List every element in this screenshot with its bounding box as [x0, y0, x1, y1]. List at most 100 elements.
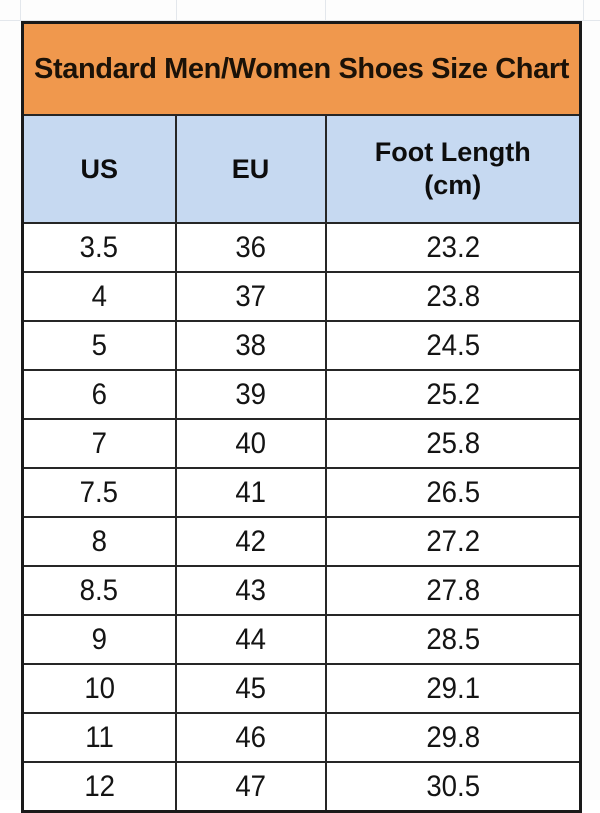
cell-foot-length: 24.5: [324, 320, 582, 371]
cell-us: 3.5: [21, 222, 177, 273]
spreadsheet-gridline-horizontal: [0, 20, 600, 21]
cell-us-value: 5: [91, 328, 107, 362]
cell-us-value: 4: [91, 279, 107, 313]
cell-foot-length: 23.2: [324, 222, 582, 273]
page-title: Standard Men/Women Shoes Size Chart: [34, 52, 569, 85]
cell-foot-length-value: 23.8: [425, 279, 480, 313]
table-row: 12 47 30.5: [21, 761, 582, 813]
cell-us-value: 12: [83, 769, 115, 803]
cell-us: 4: [21, 271, 177, 322]
cell-eu-value: 42: [235, 524, 266, 558]
spreadsheet-gridline-vertical: [583, 0, 584, 21]
cell-eu-value: 47: [235, 769, 266, 803]
cell-foot-length: 29.1: [324, 663, 582, 714]
chart-title-cell: Standard Men/Women Shoes Size Chart: [22, 22, 581, 116]
table-row: 7 40 25.8: [21, 418, 582, 469]
cell-foot-length: 26.5: [324, 467, 582, 518]
cell-eu-value: 40: [235, 426, 266, 460]
column-header-eu: EU: [174, 114, 327, 224]
column-header-foot-length-label: Foot Length: [374, 137, 531, 168]
cell-eu-value: 44: [235, 622, 266, 656]
cell-foot-length-value: 29.8: [425, 720, 480, 754]
cell-us: 7.5: [21, 467, 177, 518]
table-row: 5 38 24.5: [21, 320, 582, 371]
cell-us: 11: [21, 712, 177, 763]
column-header-foot-length-unit: (cm): [424, 170, 482, 200]
cell-foot-length-value: 25.2: [425, 377, 480, 411]
cell-eu-value: 45: [235, 671, 266, 705]
cell-us: 5: [21, 320, 177, 371]
cell-eu: 38: [174, 320, 327, 371]
cell-eu-value: 36: [235, 230, 266, 264]
cell-eu: 41: [174, 467, 327, 518]
cell-eu: 39: [174, 369, 327, 420]
cell-eu-value: 38: [235, 328, 266, 362]
size-chart-container: Standard Men/Women Shoes Size Chart US E…: [21, 21, 583, 813]
column-header-us-label: US: [80, 153, 118, 184]
cell-us-value: 9: [91, 622, 107, 656]
table-row: 8 42 27.2: [21, 516, 582, 567]
column-header-foot-length: Foot Length (cm): [324, 114, 582, 224]
cell-eu: 47: [174, 761, 327, 813]
cell-eu-value: 39: [235, 377, 266, 411]
cell-eu-value: 43: [235, 573, 266, 607]
cell-eu: 43: [174, 565, 327, 616]
cell-foot-length-value: 30.5: [425, 769, 480, 803]
cell-us-value: 10: [83, 671, 115, 705]
chart-title-row: Standard Men/Women Shoes Size Chart: [22, 22, 581, 116]
cell-foot-length: 29.8: [324, 712, 582, 763]
cell-eu-value: 46: [235, 720, 266, 754]
cell-us: 9: [21, 614, 177, 665]
cell-foot-length-value: 26.5: [425, 475, 480, 509]
spreadsheet-gridline-vertical: [176, 0, 177, 21]
cell-us: 12: [21, 761, 177, 813]
cell-foot-length-value: 28.5: [425, 622, 480, 656]
cell-us-value: 8: [91, 524, 107, 558]
column-header-eu-label: EU: [231, 153, 270, 184]
cell-eu: 44: [174, 614, 327, 665]
table-row: 10 45 29.1: [21, 663, 582, 714]
table-row: 11 46 29.8: [21, 712, 582, 763]
cell-eu: 37: [174, 271, 327, 322]
cell-foot-length: 30.5: [324, 761, 582, 813]
cell-us: 6: [21, 369, 177, 420]
cell-foot-length: 27.8: [324, 565, 582, 616]
cell-foot-length-value: 23.2: [425, 230, 480, 264]
table-row: 6 39 25.2: [21, 369, 582, 420]
column-header-foot-length-group: Foot Length (cm): [327, 137, 580, 202]
cell-eu: 46: [174, 712, 327, 763]
cell-foot-length: 28.5: [324, 614, 582, 665]
cell-us-value: 7.5: [80, 475, 119, 509]
column-header-us: US: [21, 114, 177, 224]
cell-us: 8.5: [21, 565, 177, 616]
cell-foot-length: 25.8: [324, 418, 582, 469]
cell-foot-length: 23.8: [324, 271, 582, 322]
cell-foot-length-value: 27.8: [425, 573, 480, 607]
cell-us: 7: [21, 418, 177, 469]
cell-foot-length-value: 27.2: [425, 524, 480, 558]
spreadsheet-gridline-vertical: [20, 0, 21, 21]
cell-us-value: 8.5: [80, 573, 119, 607]
cell-foot-length: 27.2: [324, 516, 582, 567]
cell-eu: 36: [174, 222, 327, 273]
cell-us-value: 3.5: [80, 230, 119, 264]
shoe-size-table: Standard Men/Women Shoes Size Chart US E…: [21, 21, 583, 813]
cell-eu: 42: [174, 516, 327, 567]
cell-eu-value: 41: [235, 475, 266, 509]
cell-eu: 45: [174, 663, 327, 714]
table-row: 8.5 43 27.8: [21, 565, 582, 616]
table-row: 4 37 23.8: [21, 271, 582, 322]
cell-us: 10: [21, 663, 177, 714]
table-row: 9 44 28.5: [21, 614, 582, 665]
cell-us-value: 6: [91, 377, 107, 411]
spreadsheet-gridline-vertical: [325, 0, 326, 21]
cell-eu-value: 37: [235, 279, 266, 313]
cell-us-value: 11: [84, 720, 114, 754]
cell-foot-length-value: 29.1: [425, 671, 480, 705]
cell-foot-length-value: 25.8: [425, 426, 480, 460]
cell-foot-length-value: 24.5: [425, 328, 480, 362]
cell-us: 8: [21, 516, 177, 567]
cell-eu: 40: [174, 418, 327, 469]
cell-foot-length: 25.2: [324, 369, 582, 420]
